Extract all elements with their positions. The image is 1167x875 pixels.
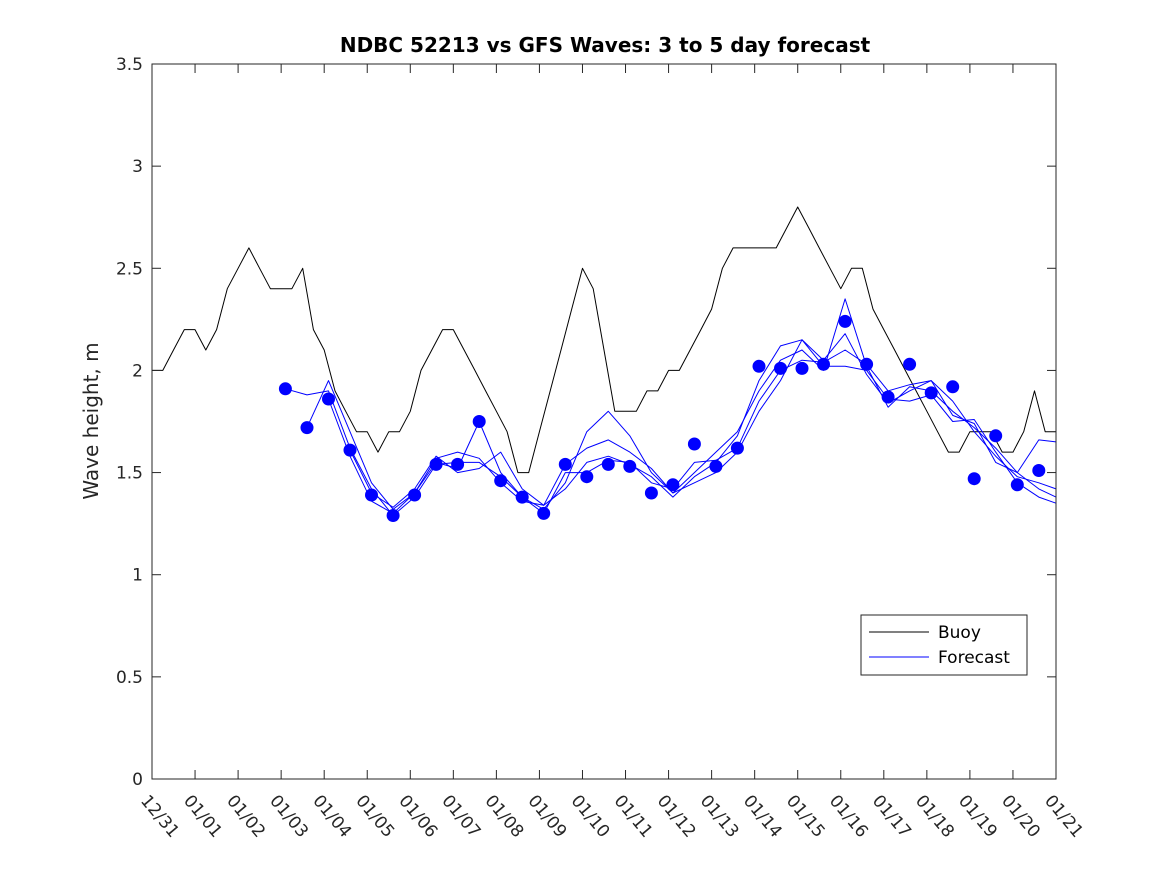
forecast-marker — [494, 474, 508, 488]
legend-label-forecast: Forecast — [938, 648, 1010, 668]
x-tick-label: 01/09 — [524, 791, 571, 841]
y-tick-label: 0.5 — [116, 668, 143, 688]
forecast-marker — [408, 488, 422, 502]
x-tick-label: 01/15 — [782, 791, 829, 841]
forecast-marker — [601, 457, 615, 471]
forecast-marker — [580, 470, 594, 484]
x-tick-label: 01/08 — [481, 791, 528, 841]
forecast-marker — [752, 359, 766, 373]
forecast-markers — [278, 314, 1046, 522]
x-tick-label: 01/01 — [179, 791, 226, 841]
forecast-marker — [709, 459, 723, 473]
forecast-marker — [365, 488, 378, 502]
y-tick-label: 1 — [132, 566, 143, 586]
forecast-marker — [687, 437, 701, 451]
forecast-marker — [1010, 478, 1024, 492]
x-tick-label: 01/13 — [696, 791, 743, 841]
x-tick-label: 01/05 — [351, 791, 398, 841]
legend: Buoy Forecast — [860, 614, 1028, 676]
y-tick-label: 2.5 — [116, 259, 143, 279]
legend-label-buoy: Buoy — [938, 623, 981, 643]
y-axis-ticks: 0 0.5 1 1.5 2 2.5 3 3.5 — [116, 55, 1056, 790]
forecast-marker — [1032, 464, 1046, 477]
x-tick-label: 01/14 — [739, 791, 786, 841]
forecast-marker — [730, 441, 744, 455]
y-tick-label: 0 — [132, 770, 143, 790]
forecast-marker — [515, 490, 529, 504]
forecast-marker — [795, 361, 809, 375]
x-tick-label: 01/06 — [394, 791, 441, 841]
y-axis-label: Wave height, m — [79, 342, 103, 499]
plot-frame — [151, 63, 1057, 780]
forecast-marker — [967, 472, 981, 486]
chart-title: NDBC 52213 vs GFS Waves: 3 to 5 day fore… — [340, 33, 871, 57]
forecast-marker — [451, 457, 465, 471]
forecast-series-line-4 — [349, 333, 1057, 508]
x-tick-label: 01/04 — [308, 791, 355, 841]
x-tick-label: 01/16 — [825, 791, 872, 841]
forecast-marker — [666, 478, 680, 492]
forecast-marker — [558, 457, 572, 471]
x-tick-label: 01/02 — [222, 791, 269, 841]
forecast-marker — [300, 421, 314, 435]
forecast-marker — [343, 443, 357, 457]
x-tick-label: 01/20 — [997, 791, 1044, 841]
forecast-marker — [903, 357, 917, 371]
y-tick-label: 3.5 — [116, 55, 143, 75]
x-tick-label: 01/11 — [610, 791, 657, 841]
x-tick-label: 01/07 — [437, 791, 484, 841]
buoy-series-line — [152, 206, 1056, 474]
forecast-marker — [429, 457, 443, 471]
y-tick-label: 1.5 — [116, 464, 143, 484]
forecast-marker — [386, 509, 400, 522]
y-tick-label: 3 — [132, 157, 143, 177]
x-tick-label: 01/12 — [653, 791, 700, 841]
forecast-marker — [881, 390, 895, 404]
forecast-marker — [817, 357, 830, 371]
x-tick-label: 01/21 — [1040, 791, 1087, 841]
forecast-marker — [278, 382, 292, 396]
x-tick-label: 01/19 — [954, 791, 1001, 841]
forecast-marker — [989, 429, 1003, 443]
forecast-series-line-3 — [328, 339, 1057, 514]
forecast-marker — [860, 357, 874, 371]
forecast-marker — [472, 415, 486, 428]
forecast-marker — [322, 392, 335, 406]
x-tick-label: 01/17 — [868, 791, 915, 841]
legend-box — [860, 614, 1028, 676]
forecast-marker — [623, 459, 637, 473]
x-tick-label: 12/31 — [136, 791, 183, 841]
x-tick-label: 01/03 — [265, 791, 312, 841]
x-tick-label: 01/18 — [911, 791, 958, 841]
forecast-marker — [537, 506, 551, 520]
forecast-marker — [644, 486, 658, 500]
y-tick-label: 2 — [132, 361, 143, 381]
forecast-marker — [946, 380, 960, 394]
forecast-marker — [924, 386, 938, 400]
forecast-marker — [838, 314, 852, 328]
x-tick-label: 01/10 — [567, 791, 614, 841]
forecast-marker — [774, 361, 787, 375]
